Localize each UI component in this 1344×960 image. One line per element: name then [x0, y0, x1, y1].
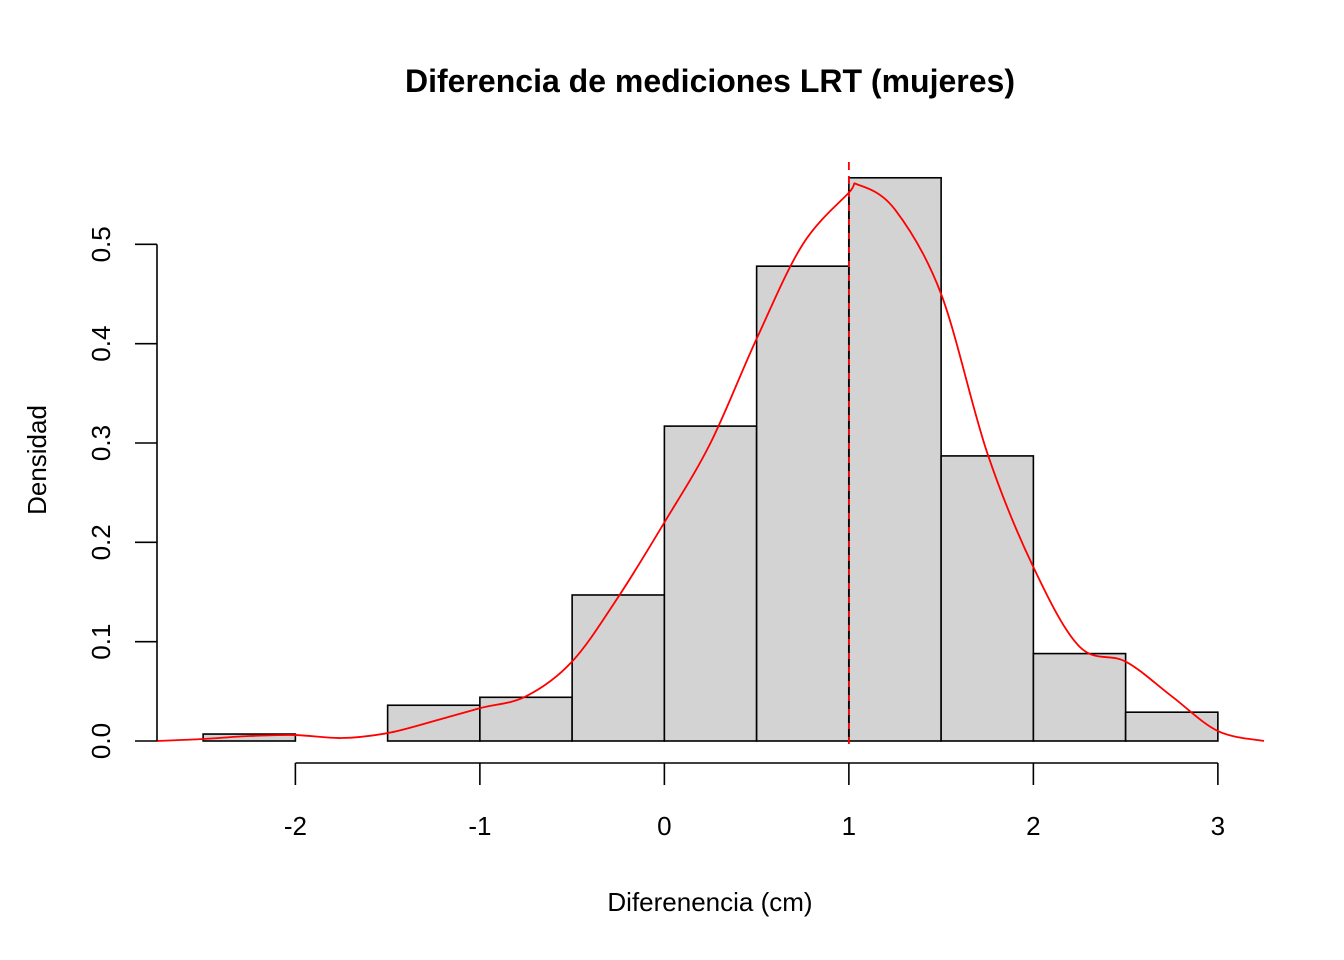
density-curve — [156, 182, 1265, 742]
histogram-bars — [202, 176, 1219, 742]
histogram-bar — [1124, 711, 1219, 742]
x-tick-label: -2 — [284, 811, 307, 841]
y-tick-label: 0.3 — [86, 425, 116, 461]
histogram-bar — [386, 704, 481, 742]
histogram-bar — [1032, 652, 1127, 742]
x-tick-label: 1 — [842, 811, 856, 841]
y-tick-label: 0.1 — [86, 624, 116, 660]
histogram-bar — [663, 425, 758, 742]
x-axis-label: Diferenencia (cm) — [607, 887, 812, 917]
x-tick-label: 3 — [1211, 811, 1225, 841]
histogram-bar — [479, 696, 573, 742]
y-tick-label: 0.5 — [86, 226, 116, 262]
y-tick-label: 0.4 — [86, 326, 116, 362]
x-tick-label: 2 — [1026, 811, 1040, 841]
histogram-bar — [571, 594, 666, 742]
histogram-bar — [940, 455, 1035, 742]
y-axis-label: Densidad — [22, 405, 52, 515]
density-layer — [156, 182, 1265, 742]
y-axis: 0.0 0.1 0.2 0.3 0.4 0.5 — [86, 226, 158, 759]
x-tick-label: -1 — [468, 811, 491, 841]
x-tick-label: 0 — [657, 811, 671, 841]
y-tick-label: 0.0 — [86, 723, 116, 759]
y-tick-label: 0.2 — [86, 524, 116, 560]
chart-title: Diferencia de mediciones LRT (mujeres) — [405, 63, 1015, 99]
histogram-bar — [202, 733, 297, 742]
histogram-bar — [755, 265, 850, 742]
x-axis: -2 -1 0 1 2 3 — [284, 762, 1225, 841]
